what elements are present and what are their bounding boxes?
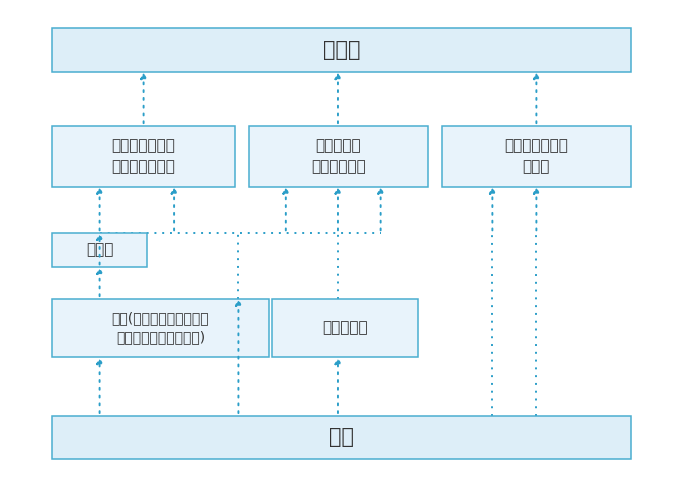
Text: 外務省専門
職員採用試験: 外務省専門 職員採用試験 [311,138,366,174]
Text: 大学院: 大学院 [86,243,114,257]
Text: 高校: 高校 [329,427,354,447]
FancyBboxPatch shape [52,416,631,460]
FancyBboxPatch shape [249,125,428,187]
Text: 大学(法学系、政治学系、
国際関係学系学部など): 大学(法学系、政治学系、 国際関係学系学部など) [112,311,209,344]
Text: 国家公務員採用
一般職: 国家公務員採用 一般職 [505,138,568,174]
FancyBboxPatch shape [52,28,631,72]
FancyBboxPatch shape [441,125,631,187]
Text: 短大、高専: 短大、高専 [322,320,368,335]
FancyBboxPatch shape [272,298,418,357]
FancyBboxPatch shape [52,233,147,267]
Text: 国家公務員採用
総合職・一般職: 国家公務員採用 総合職・一般職 [112,138,175,174]
Text: 外交官: 外交官 [323,40,360,60]
FancyBboxPatch shape [52,298,269,357]
FancyBboxPatch shape [52,125,235,187]
